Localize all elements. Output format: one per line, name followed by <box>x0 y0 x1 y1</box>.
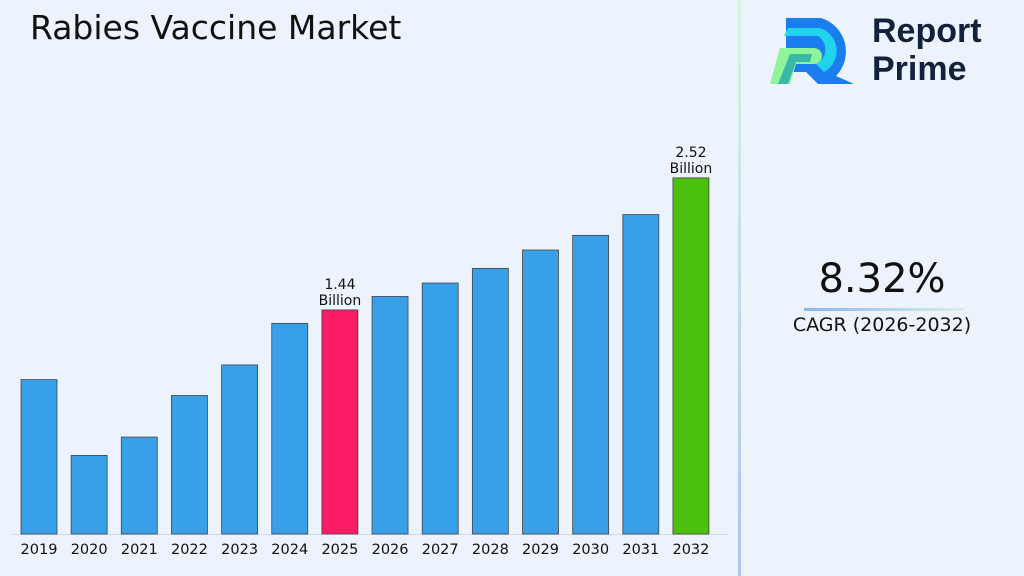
data-label-unit: Billion <box>670 161 713 177</box>
x-tick-label: 2030 <box>572 542 609 558</box>
bar-2023 <box>221 364 259 535</box>
bar-2024 <box>271 322 309 535</box>
x-tick-label: 2029 <box>522 542 559 558</box>
x-tick-label: 2032 <box>672 542 709 558</box>
bar-2029 <box>522 249 559 535</box>
x-tick-label: 2025 <box>321 542 358 558</box>
logo-text: Report Prime <box>872 12 982 88</box>
cagr-value: 8.32% <box>818 256 946 302</box>
bar-2031 <box>622 214 660 535</box>
cagr-label: CAGR (2026-2032) <box>792 314 972 336</box>
bar-2030 <box>572 234 610 535</box>
data-label-value: 2.52 <box>675 145 706 161</box>
x-tick-label: 2023 <box>221 542 258 558</box>
cagr-underline <box>804 308 964 311</box>
x-tick-label: 2026 <box>372 542 409 558</box>
bar-2020 <box>70 454 108 535</box>
bar-chart: 2019 2020 2021 2022 2023 2024 20251.44Billion2… <box>12 145 728 558</box>
x-tick-label: 2021 <box>121 542 158 558</box>
bar-2032 <box>672 177 710 535</box>
bar-2019 <box>20 379 58 535</box>
bar-2021 <box>120 436 158 535</box>
bar-2026 <box>371 296 409 535</box>
report-prime-logo-icon <box>770 18 854 84</box>
x-tick-label: 2020 <box>71 542 108 558</box>
logo-line1: Report <box>872 12 982 50</box>
bar-2027 <box>421 282 459 535</box>
chart-title: Rabies Vaccine Market <box>30 8 402 47</box>
x-tick-label: 2019 <box>21 542 58 558</box>
x-tick-label: 2022 <box>171 542 208 558</box>
x-tick-label: 2024 <box>271 542 308 558</box>
x-tick-label: 2031 <box>622 542 659 558</box>
bar-2025 <box>321 309 359 535</box>
data-label-unit: Billion <box>319 293 362 309</box>
bar-2022 <box>171 395 208 535</box>
x-tick-label: 2028 <box>472 542 509 558</box>
divider <box>738 0 741 576</box>
logo-line2: Prime <box>872 50 967 88</box>
x-tick-label: 2027 <box>422 542 459 558</box>
data-label-value: 1.44 <box>324 277 355 293</box>
bar-2028 <box>471 267 509 535</box>
